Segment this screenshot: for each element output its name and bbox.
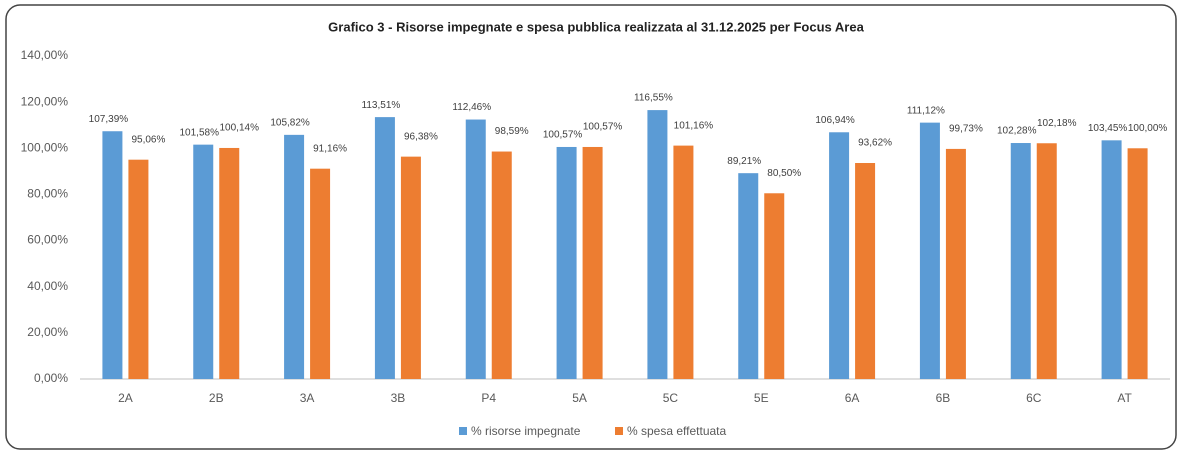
bar: [647, 110, 668, 379]
bar: [673, 145, 694, 379]
data-label: 106,94%: [815, 115, 855, 126]
bar: [491, 151, 512, 379]
data-label: 105,82%: [270, 117, 310, 128]
legend-label: % spesa effettuata: [627, 424, 727, 438]
x-tick-label: 5E: [754, 391, 769, 405]
y-tick-label: 0,00%: [34, 371, 68, 385]
data-label: 102,18%: [1037, 118, 1077, 129]
x-tick-label: 2A: [118, 391, 133, 405]
bar: [855, 163, 876, 379]
data-label: 96,38%: [404, 131, 438, 142]
bar: [1127, 148, 1148, 379]
data-label: 102,28%: [997, 126, 1037, 137]
bar: [193, 144, 214, 379]
x-tick-label: 6C: [1026, 391, 1042, 405]
data-label: 99,73%: [949, 124, 983, 135]
bar: [738, 173, 759, 379]
x-tick-label: 3B: [391, 391, 406, 405]
bar: [102, 131, 123, 379]
data-label: 100,57%: [583, 122, 623, 133]
data-label: 101,58%: [180, 127, 220, 138]
x-tick-label: 5C: [663, 391, 679, 405]
bar: [310, 168, 331, 379]
chart-title: Grafico 3 - Risorse impegnate e spesa pu…: [328, 19, 864, 34]
y-tick-label: 100,00%: [21, 140, 69, 154]
bar: [829, 132, 850, 379]
bar: [1010, 143, 1031, 379]
bar: [219, 147, 240, 379]
data-label: 113,51%: [362, 100, 401, 111]
data-label: 112,46%: [452, 102, 491, 113]
data-label: 100,57%: [543, 130, 583, 141]
data-label: 111,12%: [907, 105, 945, 116]
bar: [128, 159, 149, 379]
y-tick-label: 140,00%: [21, 48, 69, 62]
x-tick-label: 5A: [572, 391, 587, 405]
bar: [582, 146, 603, 379]
bar: [465, 119, 486, 380]
data-label: 101,16%: [674, 120, 714, 131]
bar: [1036, 143, 1057, 379]
y-tick-label: 60,00%: [27, 233, 68, 247]
legend-label: % risorse impegnate: [471, 424, 581, 438]
x-tick-label: 6A: [845, 391, 860, 405]
bar: [284, 134, 305, 379]
bar: [556, 146, 577, 379]
data-label: 103,45%: [1088, 123, 1128, 134]
x-tick-label: AT: [1117, 391, 1132, 405]
bar: [764, 193, 785, 379]
data-label: 116,55%: [634, 93, 673, 104]
legend-swatch: [459, 427, 467, 435]
data-label: 80,50%: [767, 168, 801, 179]
bar: [400, 156, 421, 379]
x-tick-label: P4: [481, 391, 496, 405]
data-label: 93,62%: [858, 138, 892, 149]
bar: [1101, 140, 1122, 379]
data-label: 100,14%: [220, 123, 260, 134]
data-label: 100,00%: [1128, 123, 1168, 134]
x-tick-label: 2B: [209, 391, 224, 405]
data-label: 98,59%: [495, 126, 529, 137]
bar: [919, 122, 940, 380]
bar: [374, 117, 395, 379]
y-tick-label: 80,00%: [27, 187, 68, 201]
data-label: 107,39%: [89, 114, 129, 125]
x-tick-label: 6B: [936, 391, 951, 405]
data-label: 91,16%: [313, 143, 347, 154]
y-tick-label: 120,00%: [21, 94, 69, 108]
y-tick-label: 20,00%: [27, 325, 68, 339]
data-label: 89,21%: [727, 156, 761, 167]
data-label: 95,06%: [131, 134, 165, 145]
x-tick-label: 3A: [300, 391, 315, 405]
y-tick-label: 40,00%: [27, 279, 68, 293]
legend-swatch: [615, 427, 623, 435]
bar: [945, 148, 966, 379]
